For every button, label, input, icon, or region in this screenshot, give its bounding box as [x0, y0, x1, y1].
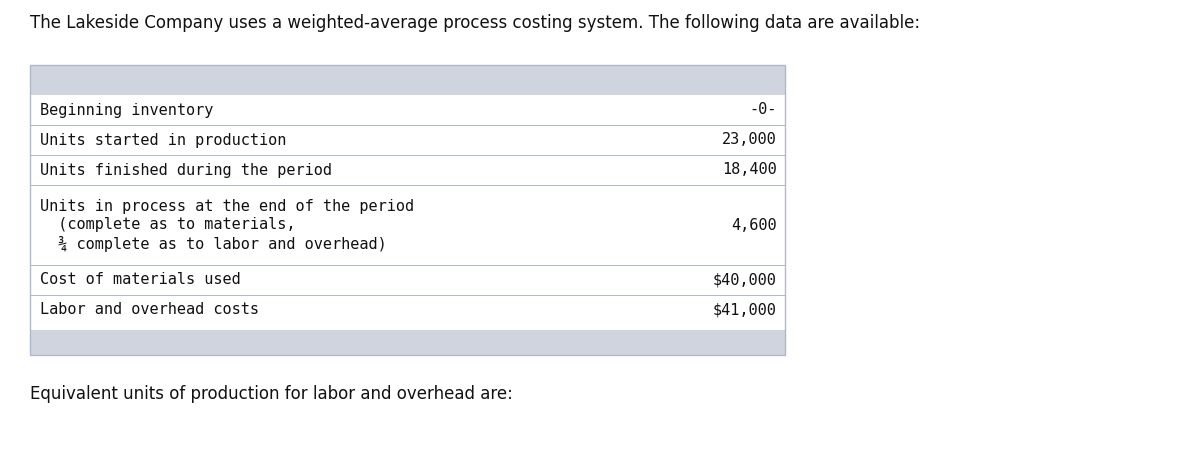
Text: (complete as to materials,: (complete as to materials, — [40, 217, 295, 232]
Text: Beginning inventory: Beginning inventory — [40, 102, 214, 117]
Text: 23,000: 23,000 — [722, 132, 778, 148]
Text: $40,000: $40,000 — [713, 273, 778, 288]
Text: $41,000: $41,000 — [713, 303, 778, 318]
Bar — [30, 65, 785, 355]
Text: ¾ complete as to labor and overhead): ¾ complete as to labor and overhead) — [40, 236, 386, 252]
Text: Labor and overhead costs: Labor and overhead costs — [40, 303, 259, 318]
Text: The Lakeside Company uses a weighted-average process costing system. The followi: The Lakeside Company uses a weighted-ave… — [30, 14, 920, 32]
Text: Units finished during the period: Units finished during the period — [40, 163, 332, 178]
Bar — [30, 95, 785, 330]
Bar — [30, 65, 785, 95]
Text: Units started in production: Units started in production — [40, 132, 287, 148]
Bar — [30, 330, 785, 355]
Text: 4,600: 4,600 — [731, 217, 778, 232]
Text: Units in process at the end of the period: Units in process at the end of the perio… — [40, 198, 414, 213]
Text: Equivalent units of production for labor and overhead are:: Equivalent units of production for labor… — [30, 385, 512, 403]
Text: 18,400: 18,400 — [722, 163, 778, 178]
Text: Cost of materials used: Cost of materials used — [40, 273, 241, 288]
Text: -0-: -0- — [750, 102, 778, 117]
